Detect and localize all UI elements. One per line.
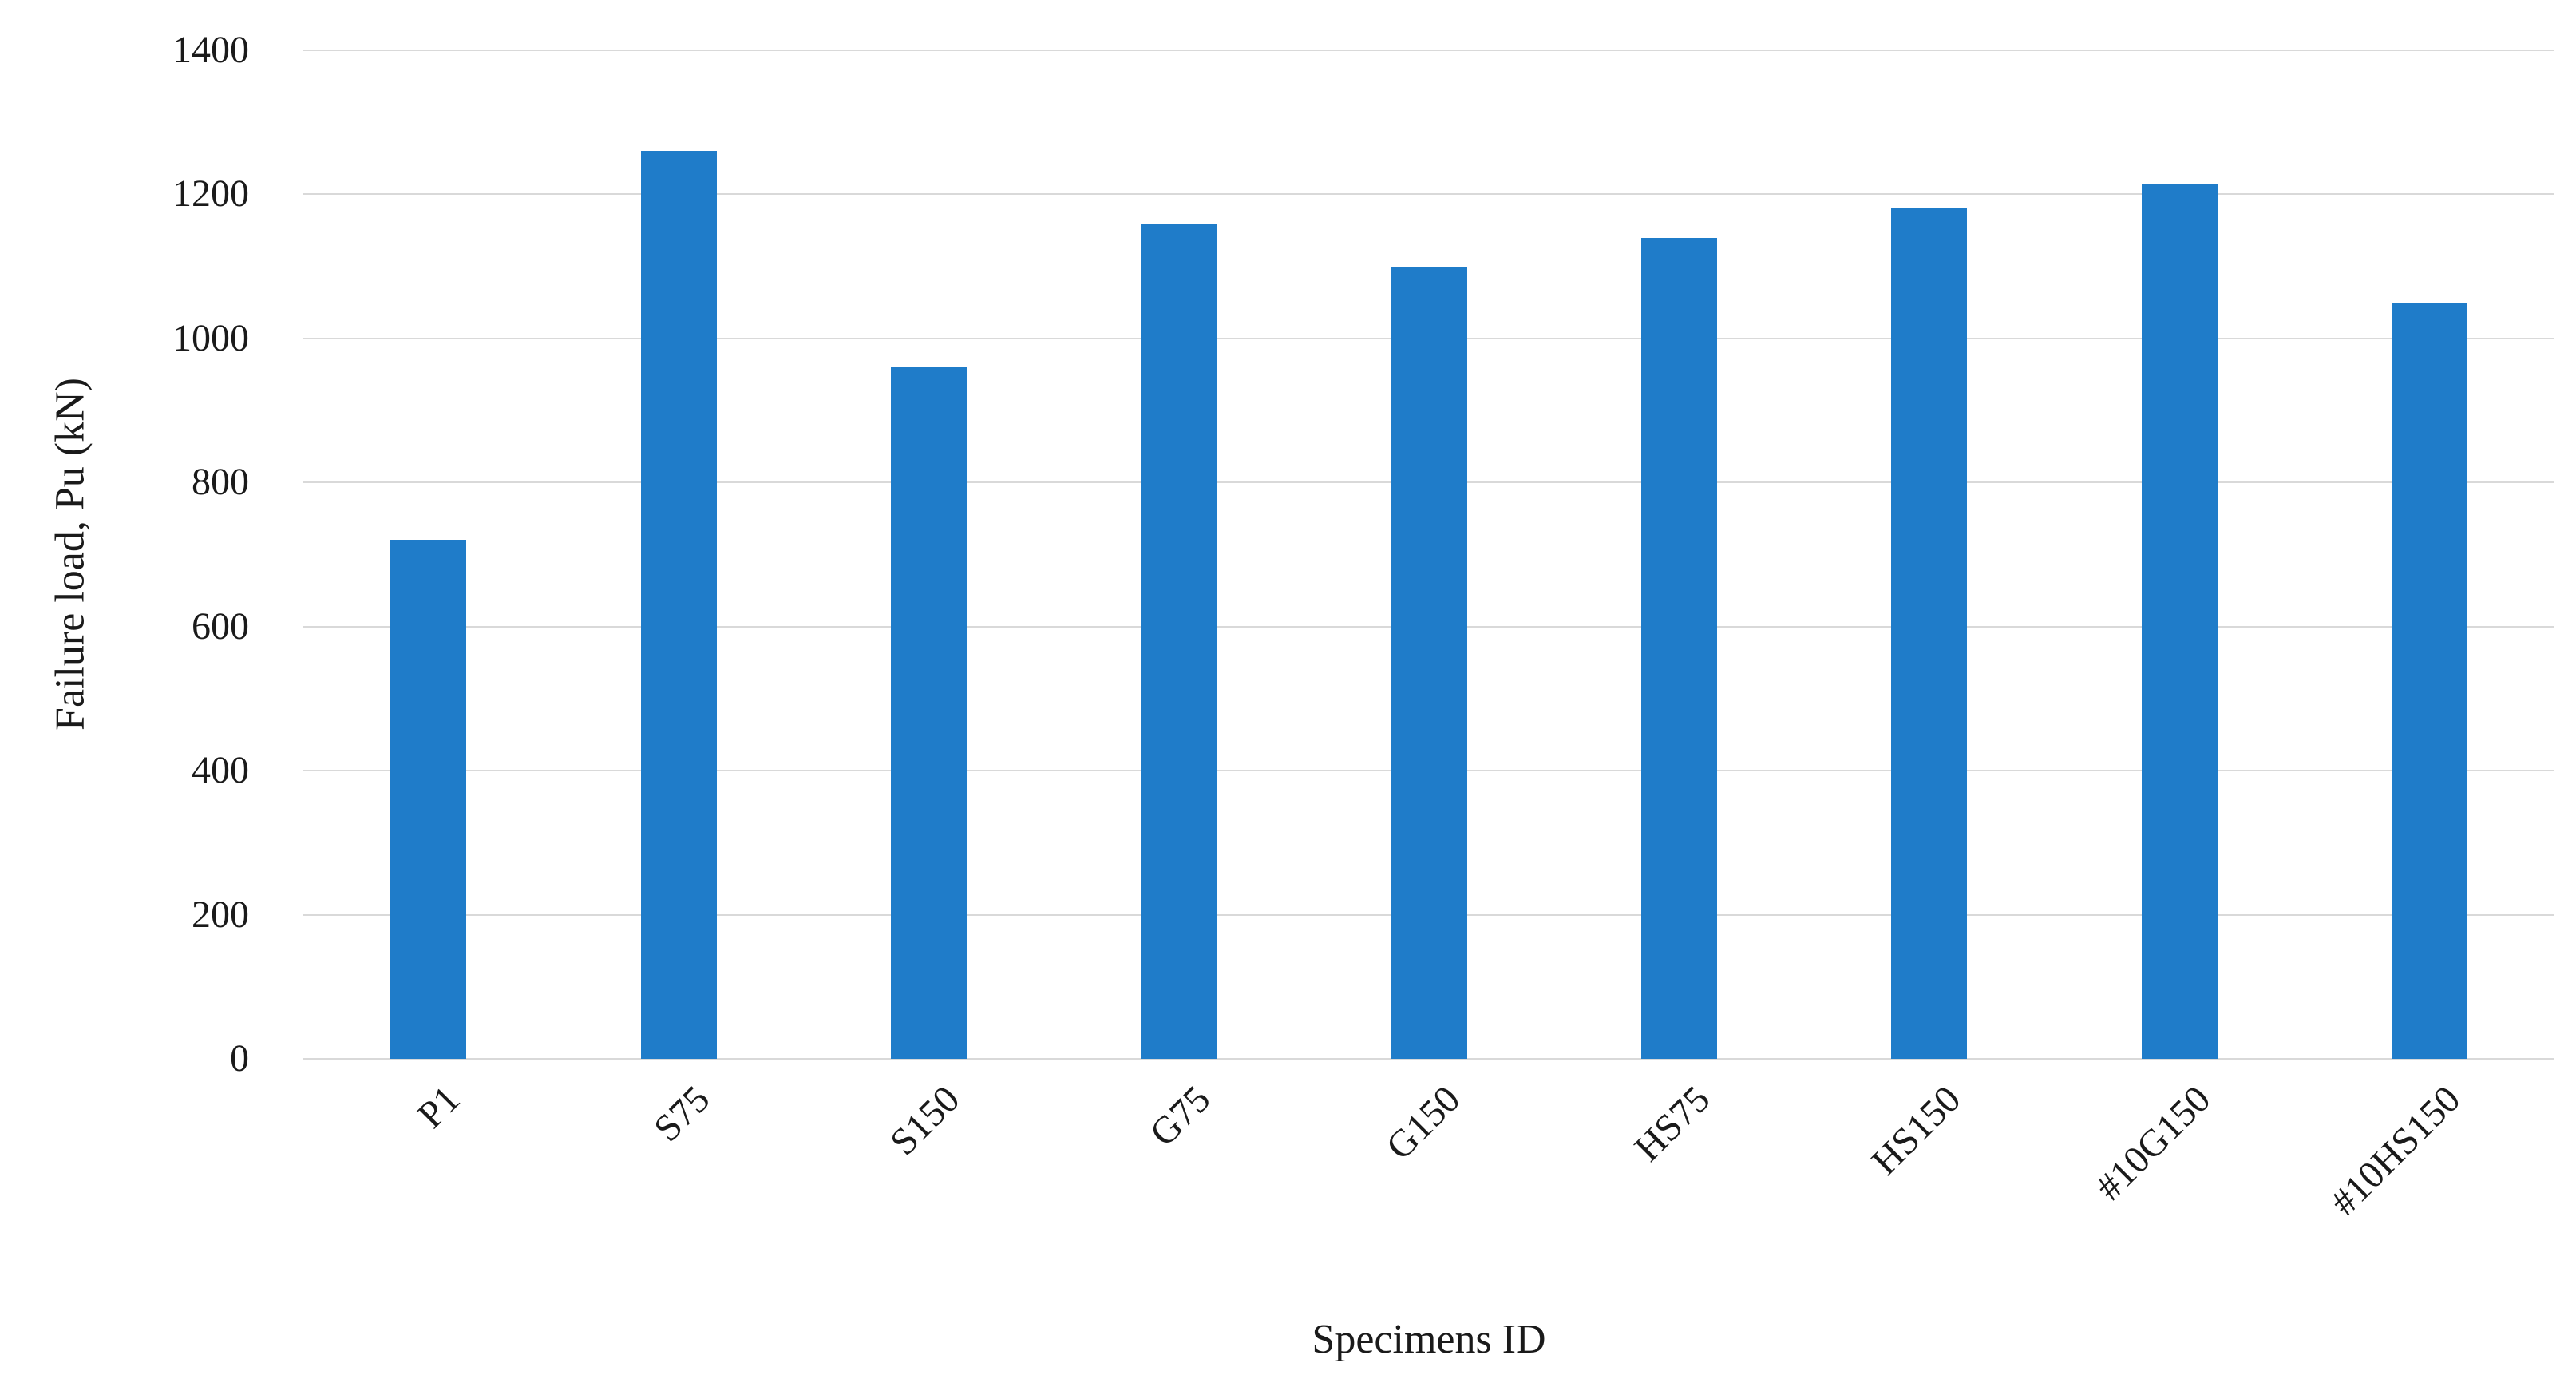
bar-G150 — [1391, 266, 1467, 1059]
bar-S150 — [890, 367, 967, 1059]
bar-S75 — [640, 151, 717, 1059]
bar-P1 — [390, 540, 467, 1059]
y-tick-label: 400 — [192, 749, 249, 792]
bar-G75 — [1141, 223, 1217, 1059]
y-tick-label: 800 — [192, 461, 249, 504]
x-tick-label: G150 — [1378, 1077, 1469, 1168]
x-axis-title: Specimens ID — [1312, 1317, 1546, 1362]
y-tick-label: 1000 — [172, 316, 249, 359]
y-tick-label: 600 — [192, 604, 249, 648]
bar-HS75 — [1640, 237, 1717, 1059]
x-tick-label: S150 — [882, 1077, 968, 1164]
y-tick-label: 200 — [192, 893, 249, 936]
y-tick-label: 0 — [230, 1037, 249, 1080]
gridline — [303, 1058, 2554, 1060]
gridline — [303, 193, 2554, 196]
x-tick-label: #10G150 — [2087, 1077, 2219, 1209]
bar-HS150 — [1891, 208, 1968, 1059]
x-tick-label: S75 — [646, 1077, 718, 1151]
x-tick-label: HS150 — [1863, 1077, 1969, 1183]
y-tick-label: 1400 — [172, 29, 249, 71]
bar-#10HS150 — [2391, 302, 2467, 1059]
y-axis-title: Failure load, Pu (kN) — [47, 378, 93, 731]
gridline — [303, 50, 2554, 51]
x-tick-label: #10HS150 — [2322, 1077, 2469, 1224]
x-tick-label: P1 — [409, 1077, 469, 1137]
bar-#10G150 — [2141, 183, 2218, 1059]
x-tick-label: HS75 — [1626, 1077, 1719, 1170]
x-tick-label: G75 — [1142, 1077, 1219, 1155]
y-tick-label: 1200 — [172, 172, 249, 216]
